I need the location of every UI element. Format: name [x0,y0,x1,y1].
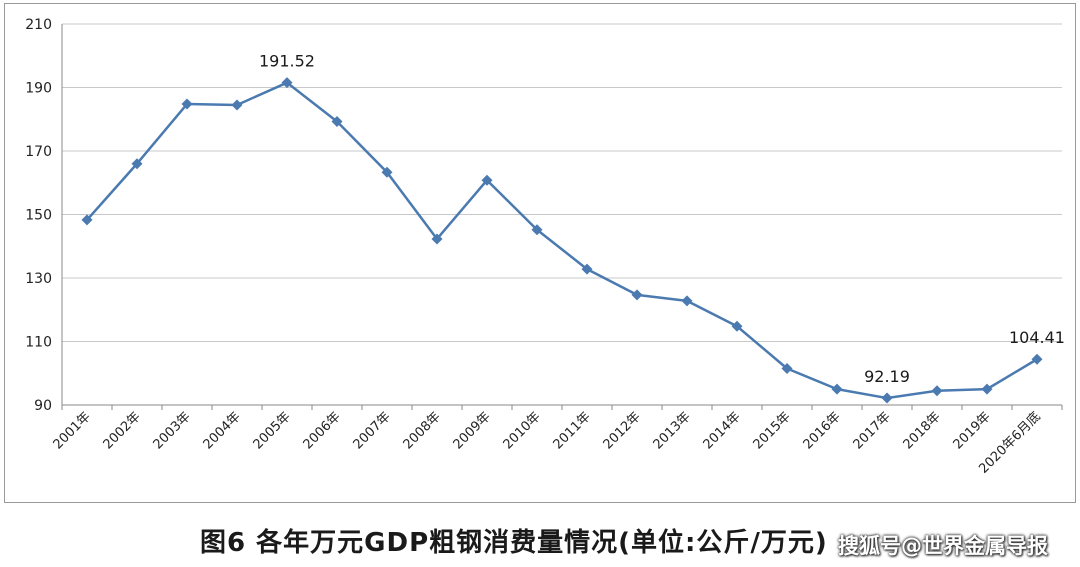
x-tick-label: 2009年 [451,409,494,452]
x-tick-label: 2016年 [801,409,844,452]
x-tick-label: 2005年 [251,409,294,452]
x-tick-label: 2006年 [301,409,344,452]
x-tick-label: 2017年 [851,409,894,452]
data-point [881,392,893,404]
y-tick-label: 210 [25,17,52,33]
chart-caption: 图6 各年万元GDP粗钢消费量情况(单位:公斤/万元) [200,528,828,558]
y-tick-label: 190 [25,81,52,97]
x-tick-label: 2002年 [101,409,144,452]
data-point [431,233,443,245]
x-tick-label: 2008年 [401,409,444,452]
x-tick-label: 2013年 [651,409,694,452]
data-point [481,174,493,186]
data-point [731,320,743,332]
y-tick-label: 130 [25,271,52,287]
data-point [231,99,243,111]
data-point [531,224,543,236]
data-point [631,289,643,301]
x-tick-label: 2015年 [751,409,794,452]
x-tick-label: 2007年 [351,409,394,452]
x-tick-label: 2010年 [501,409,544,452]
x-tick-label: 2019年 [951,409,994,452]
data-point [281,77,293,89]
y-tick-label: 150 [25,208,52,224]
data-point [581,263,593,275]
y-tick-label: 110 [25,335,52,351]
data-point [981,383,993,395]
data-point [181,98,193,110]
data-label: 104.41 [1009,328,1065,347]
watermark: 搜狐号@世界金属导报 [838,534,1048,558]
y-tick-label: 90 [34,398,52,414]
y-tick-label: 170 [25,144,52,160]
x-tick-label: 2011年 [551,409,594,452]
data-label: 92.19 [864,367,910,386]
x-tick-label: 2001年 [51,409,94,452]
data-point [81,214,93,226]
data-point [381,166,393,178]
series-line [86,81,1038,400]
data-point [831,383,843,395]
data-point [1031,353,1043,365]
x-tick-label: 2003年 [151,409,194,452]
x-tick-label: 2004年 [201,409,244,452]
x-tick-label: 2012年 [601,409,644,452]
data-point [331,115,343,127]
chart-frame [4,3,1076,503]
data-label: 191.52 [259,52,315,71]
data-point [681,295,693,307]
x-tick-label: 2014年 [701,409,744,452]
line-chart: 90 110 130 150 170 190 210 2001年 2002年 2003年 2004年… [25,17,1065,477]
data-point [781,362,793,374]
x-tick-label: 2018年 [901,409,944,452]
data-point [131,158,143,170]
data-point [931,385,943,397]
